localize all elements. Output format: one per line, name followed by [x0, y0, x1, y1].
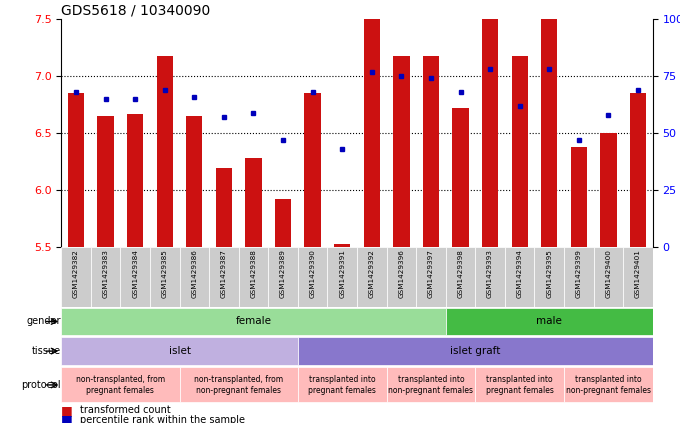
Bar [446, 247, 475, 307]
Text: GSM1429389: GSM1429389 [280, 249, 286, 298]
Text: GSM1429386: GSM1429386 [191, 249, 197, 298]
Text: GSM1429390: GSM1429390 [309, 249, 316, 298]
Bar [364, 19, 380, 247]
Text: ■: ■ [61, 404, 73, 417]
Bar [245, 158, 262, 247]
Bar [239, 247, 268, 307]
Text: GSM1429391: GSM1429391 [339, 249, 345, 298]
Bar [594, 247, 623, 307]
Text: GSM1429382: GSM1429382 [73, 249, 79, 298]
Text: GSM1429393: GSM1429393 [487, 249, 493, 298]
Text: transplanted into
pregnant females: transplanted into pregnant females [486, 375, 554, 395]
Text: GSM1429394: GSM1429394 [517, 249, 523, 298]
Bar [180, 247, 209, 307]
Text: GDS5618 / 10340090: GDS5618 / 10340090 [61, 4, 210, 18]
Text: percentile rank within the sample: percentile rank within the sample [80, 415, 245, 423]
Text: islet: islet [169, 346, 190, 356]
Text: transplanted into
non-pregnant females: transplanted into non-pregnant females [388, 375, 473, 395]
Bar [120, 247, 150, 307]
Bar [68, 93, 84, 247]
Bar [334, 244, 350, 247]
Text: islet graft: islet graft [450, 346, 500, 356]
Text: gender: gender [27, 316, 61, 327]
Bar [298, 368, 386, 402]
Text: GSM1429383: GSM1429383 [103, 249, 109, 298]
Text: ■: ■ [61, 413, 73, 423]
Text: GSM1429399: GSM1429399 [576, 249, 582, 298]
Bar [216, 168, 232, 247]
Bar [475, 247, 505, 307]
Text: male: male [537, 316, 562, 327]
Bar [298, 338, 653, 365]
Bar [61, 247, 91, 307]
Bar [423, 55, 439, 247]
Bar [505, 247, 534, 307]
Bar [482, 19, 498, 247]
Bar [600, 133, 617, 247]
Bar [623, 247, 653, 307]
Bar [127, 114, 143, 247]
Bar [275, 200, 291, 247]
Text: GSM1429395: GSM1429395 [546, 249, 552, 298]
Bar [180, 368, 298, 402]
Bar [97, 116, 114, 247]
Text: GSM1429398: GSM1429398 [458, 249, 464, 298]
Text: female: female [235, 316, 271, 327]
Bar [386, 368, 475, 402]
Bar [298, 247, 327, 307]
Bar [305, 93, 321, 247]
Bar [61, 308, 446, 335]
Bar [564, 368, 653, 402]
Bar [186, 116, 203, 247]
Bar [416, 247, 446, 307]
Bar [61, 368, 180, 402]
Bar [327, 247, 357, 307]
Text: transplanted into
non-pregnant females: transplanted into non-pregnant females [566, 375, 651, 395]
Bar [393, 55, 409, 247]
Text: GSM1429387: GSM1429387 [221, 249, 227, 298]
Text: non-transplanted, from
pregnant females: non-transplanted, from pregnant females [75, 375, 165, 395]
Bar [475, 368, 564, 402]
Text: GSM1429397: GSM1429397 [428, 249, 434, 298]
Bar [150, 247, 180, 307]
Text: GSM1429401: GSM1429401 [635, 249, 641, 298]
Bar [571, 147, 587, 247]
Bar [452, 108, 469, 247]
Bar [268, 247, 298, 307]
Text: transformed count: transformed count [80, 405, 171, 415]
Text: GSM1429388: GSM1429388 [250, 249, 256, 298]
Text: GSM1429400: GSM1429400 [605, 249, 611, 298]
Bar [541, 19, 558, 247]
Bar [534, 247, 564, 307]
Bar [91, 247, 120, 307]
Bar [156, 55, 173, 247]
Bar [511, 55, 528, 247]
Text: transplanted into
pregnant females: transplanted into pregnant females [308, 375, 376, 395]
Bar [386, 247, 416, 307]
Text: GSM1429384: GSM1429384 [132, 249, 138, 298]
Text: non-transplanted, from
non-pregnant females: non-transplanted, from non-pregnant fema… [194, 375, 284, 395]
Bar [446, 308, 653, 335]
Text: tissue: tissue [32, 346, 61, 356]
Text: GSM1429396: GSM1429396 [398, 249, 405, 298]
Bar [61, 338, 298, 365]
Bar [357, 247, 386, 307]
Bar [564, 247, 594, 307]
Text: protocol: protocol [22, 380, 61, 390]
Text: GSM1429392: GSM1429392 [369, 249, 375, 298]
Bar [630, 93, 646, 247]
Bar [209, 247, 239, 307]
Text: GSM1429385: GSM1429385 [162, 249, 168, 298]
